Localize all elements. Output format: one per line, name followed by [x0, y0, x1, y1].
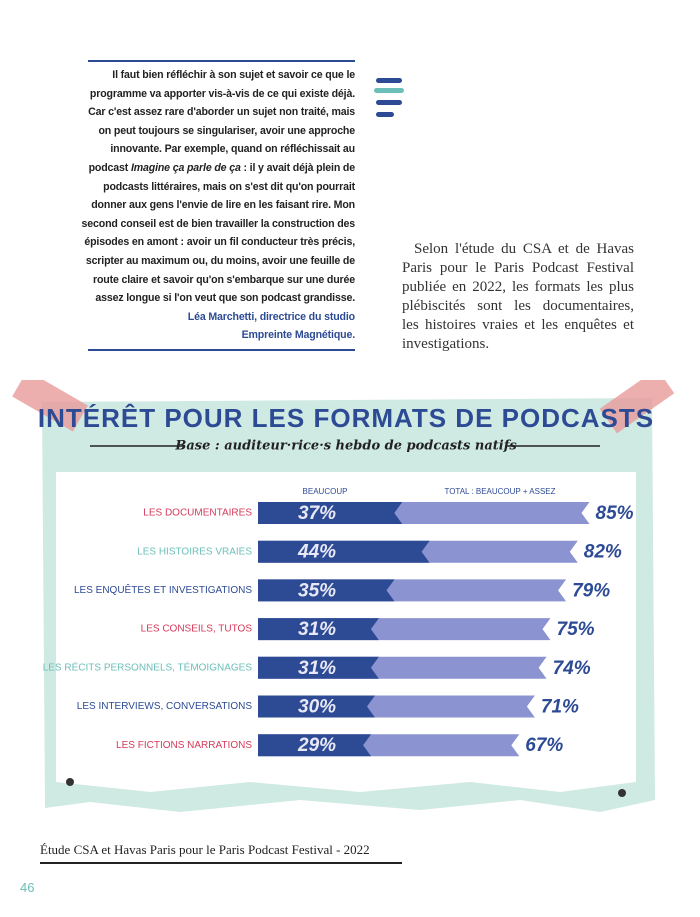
bar [258, 540, 430, 563]
quote-line: donner aux gens l'envie de lire en les f… [91, 199, 355, 212]
value-label: 75% [557, 619, 595, 640]
quote-line: Car c'est assez rare d'aborder un sujet … [88, 106, 355, 119]
bar [258, 734, 372, 757]
quote-line: scripter au maximum ou, du moins, avoir … [85, 254, 355, 267]
paragraph-line: Paris pour le Paris Podcast Festival [402, 260, 634, 276]
quote-line: second conseil est de bien travailler la… [81, 217, 356, 230]
quote-rule-top [88, 60, 355, 62]
legend-label: TOTAL : BEAUCOUP + ASSEZ [444, 487, 555, 496]
value-label: 79% [572, 580, 610, 601]
stroke [376, 78, 402, 83]
value-label: 82% [584, 542, 622, 563]
value-label: 67% [525, 735, 563, 756]
quote-segment: Imagine ça parle de ça [130, 161, 241, 174]
chart: INTÉRÊT POUR LES FORMATS DE PODCASTS Bas… [12, 380, 675, 812]
category-label: LES FICTIONS NARRATIONS [116, 740, 252, 751]
paragraph-line: Selon l'étude du CSA et de Havas [414, 241, 634, 257]
value-label: 44% [297, 542, 336, 563]
chart-title: INTÉRÊT POUR LES FORMATS DE PODCASTS [38, 403, 654, 433]
quote-line: épisodes en amont : avoir un fil conduct… [84, 236, 355, 249]
category-label: LES ENQUÊTES ET INVESTIGATIONS [74, 583, 252, 596]
paragraph: Selon l'étude du CSA et de Havas Paris po… [402, 240, 634, 354]
quote-line: programme va apporter vis-à-vis de ce qu… [89, 87, 355, 100]
quote-attribution: Empreinte Magnétique. [241, 329, 356, 342]
pin [618, 789, 626, 797]
value-label: 37% [298, 503, 336, 524]
legend-label: BEAUCOUP [303, 487, 348, 496]
page-number: 46 [20, 880, 35, 895]
quote-line: podcast Imagine ça parle de ça : il y av… [60, 159, 356, 178]
paragraph-line: publiée en 2022, les formats les plus [402, 279, 634, 295]
paragraph-line: investigations. [402, 336, 490, 352]
quote-segment: : il y avait déjà plein de [240, 161, 355, 174]
tape [599, 380, 675, 434]
category-label: LES RÉCITS PERSONNELS, TÉMOIGNAGES [43, 660, 253, 673]
paragraph-line: plébiscités sont les documentaires, [402, 298, 634, 314]
value-label: 74% [553, 658, 591, 679]
quote-attribution: Léa Marchetti, directrice du studio [187, 310, 355, 323]
quote-rule-bottom [88, 349, 355, 351]
category-label: LES CONSEILS, TUTOS [141, 624, 253, 635]
stroke [376, 100, 402, 105]
stroke [376, 112, 394, 117]
quote-segment: podcast [88, 161, 131, 174]
quote-line: on peut toujours se singulariser, avoir … [98, 124, 355, 137]
decor-strokes [374, 78, 404, 117]
quote-line: assez longue si l'on veut que son podcas… [95, 292, 355, 305]
value-label: 31% [298, 619, 336, 640]
quote-line: Il faut bien réfléchir à son sujet et sa… [112, 69, 355, 81]
category-label: LES DOCUMENTAIRES [143, 508, 252, 519]
value-label: 29% [297, 735, 336, 756]
quote-line: route claire et savoir qu'on s'embarque … [92, 273, 355, 286]
bar [258, 502, 403, 524]
value-label: 31% [298, 658, 336, 679]
value-label: 85% [596, 503, 634, 524]
value-label: 71% [541, 697, 579, 718]
quote: Il faut bien réfléchir à son sujet et sa… [60, 66, 356, 345]
quote-line: podcasts littéraires, mais on s'est dit … [103, 180, 355, 193]
category-label: LES INTERVIEWS, CONVERSATIONS [77, 701, 253, 712]
pin [66, 778, 74, 786]
value-label: 35% [298, 580, 336, 601]
quote-line: innovante. Par exemple, quand on réfléch… [110, 143, 355, 156]
stroke [374, 88, 404, 93]
tape [12, 380, 88, 432]
bar [258, 579, 395, 602]
bar [258, 618, 379, 641]
bar [258, 695, 375, 718]
paragraph-line: les histoires vraies et les enquêtes et [402, 317, 634, 333]
value-label: 30% [298, 697, 336, 718]
caption-rule [40, 862, 402, 864]
bar [258, 656, 379, 679]
caption: Étude CSA et Havas Paris pour le Paris P… [40, 842, 370, 857]
category-label: LES HISTOIRES VRAIES [137, 546, 252, 557]
chart-subtitle: Base : auditeur·rice·s hebdo de podcasts… [174, 439, 517, 454]
